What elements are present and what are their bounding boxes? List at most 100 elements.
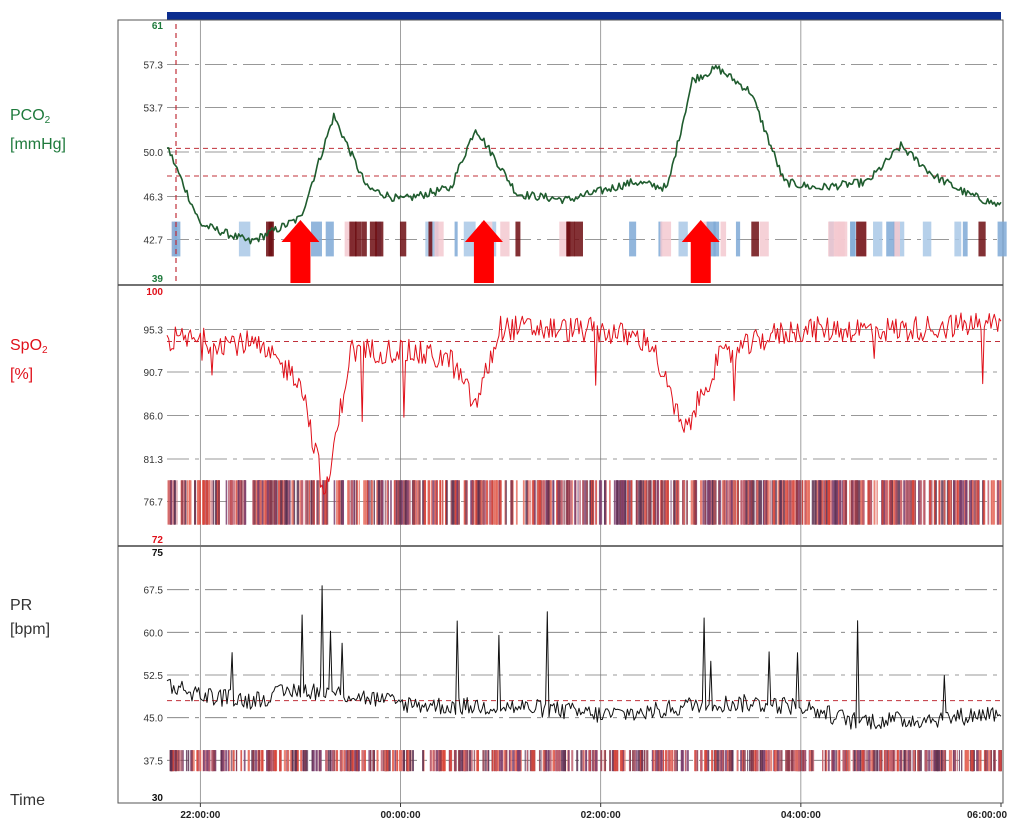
spo2-event-mark (496, 480, 499, 525)
pr-event-mark (305, 750, 307, 772)
pr-event-mark (603, 750, 606, 772)
spo2-event-mark (881, 480, 884, 525)
pr-event-mark (899, 750, 902, 772)
pr-event-mark (858, 750, 861, 772)
spo2-event-mark (935, 480, 937, 525)
spo2-event-mark (795, 480, 798, 525)
spo2-event-mark (450, 480, 453, 525)
spo2-event-mark (723, 480, 725, 525)
spo2-event-mark (550, 480, 552, 525)
pr-event-mark (384, 750, 387, 772)
pr-event-mark (220, 750, 223, 772)
spo2-event-mark (405, 480, 408, 525)
spo2-event-mark (746, 480, 749, 525)
pr-event-mark (979, 750, 982, 772)
spo2-event-mark (458, 480, 460, 525)
spo2-event-mark (296, 480, 300, 525)
pr-event-mark (208, 750, 211, 772)
pco2-event-mark (751, 221, 759, 257)
spo2-event-mark (850, 480, 854, 525)
pr-event-mark (887, 750, 891, 772)
spo2-event-mark (743, 480, 746, 525)
spo2-event-mark (969, 480, 972, 525)
pr-event-mark (272, 750, 275, 772)
pco2-label-unit: [mmHg] (10, 136, 66, 153)
pr-event-mark (798, 750, 801, 772)
spo2-event-mark (207, 480, 211, 525)
spo2-event-mark (441, 480, 443, 525)
spo2-event-mark (644, 480, 647, 525)
spo2-ymax-label: 100 (146, 287, 163, 298)
pr-event-mark (773, 750, 775, 772)
spo2-event-mark (347, 480, 350, 525)
spo2-event-mark (897, 480, 901, 525)
spo2-event-mark (779, 480, 782, 525)
pr-event-mark (361, 750, 363, 772)
spo2-event-mark (953, 480, 957, 525)
spo2-event-mark (908, 480, 911, 525)
pr-event-mark (422, 750, 424, 772)
pr-event-mark (752, 750, 755, 772)
pr-event-mark (736, 750, 738, 772)
spo2-event-mark (291, 480, 294, 525)
pr-event-mark (999, 750, 1002, 772)
pr-event-mark (842, 750, 845, 772)
spo2-event-mark (470, 480, 473, 525)
event-arrow (464, 220, 503, 283)
spo2-event-mark (239, 480, 242, 525)
pr-event-mark (741, 750, 744, 772)
pr-event-mark (592, 750, 594, 772)
pr-event-mark (794, 750, 797, 772)
spo2-event-mark (186, 480, 189, 525)
pr-event-mark (664, 750, 668, 772)
pr-event-mark (335, 750, 339, 772)
spo2-event-mark (903, 480, 906, 525)
pr-event-mark (173, 750, 176, 772)
pr-event-mark (509, 750, 513, 772)
spo2-panel: 76.7 81.3 86.0 90.7 95.3 100 72 (118, 284, 1003, 546)
spo2-event-mark (584, 480, 587, 525)
pr-event-mark (695, 750, 697, 772)
pr-event-mark (737, 750, 739, 772)
pr-event-mark (655, 750, 658, 772)
pr-event-mark (499, 750, 501, 772)
pr-event-mark (676, 750, 679, 772)
spo2-event-mark (198, 480, 201, 525)
spo2-event-mark (189, 480, 192, 525)
event-arrow (281, 220, 320, 283)
pr-event-mark (953, 750, 955, 772)
pr-event-mark (463, 750, 466, 772)
spo2-event-mark (491, 480, 494, 525)
spo2-event-mark (439, 480, 442, 525)
pr-event-mark (874, 750, 876, 772)
spo2-event-mark (622, 480, 626, 525)
spo2-event-mark (529, 480, 531, 525)
pr-event-mark (206, 750, 209, 772)
pr-event-mark (331, 750, 334, 772)
spo2-event-mark (299, 480, 301, 525)
spo2-event-mark (702, 480, 705, 525)
pr-event-mark (868, 750, 870, 772)
pr-ymax-label: 75 (152, 548, 164, 559)
pr-trace (166, 585, 1002, 730)
spo2-event-mark (766, 480, 769, 525)
pco2-event-mark (428, 221, 433, 257)
spo2-event-mark (1000, 480, 1002, 525)
spo2-event-mark (168, 480, 170, 525)
pr-event-mark (869, 750, 872, 772)
pr-event-mark (552, 750, 555, 772)
pr-event-mark (254, 750, 258, 772)
pco2-event-mark (856, 221, 867, 257)
spo2-event-mark (806, 480, 808, 525)
spo2-event-mark (598, 480, 601, 525)
spo2-event-mark (393, 480, 395, 525)
pr-event-mark (197, 750, 200, 772)
spo2-event-mark (269, 480, 271, 525)
spo2-event-mark (310, 480, 313, 525)
spo2-event-mark (819, 480, 822, 525)
spo2-event-mark (732, 480, 735, 525)
spo2-event-mark (317, 480, 319, 525)
pr-event-mark (325, 750, 328, 772)
chart-frame (117, 19, 1004, 804)
spo2-event-mark (975, 480, 977, 525)
